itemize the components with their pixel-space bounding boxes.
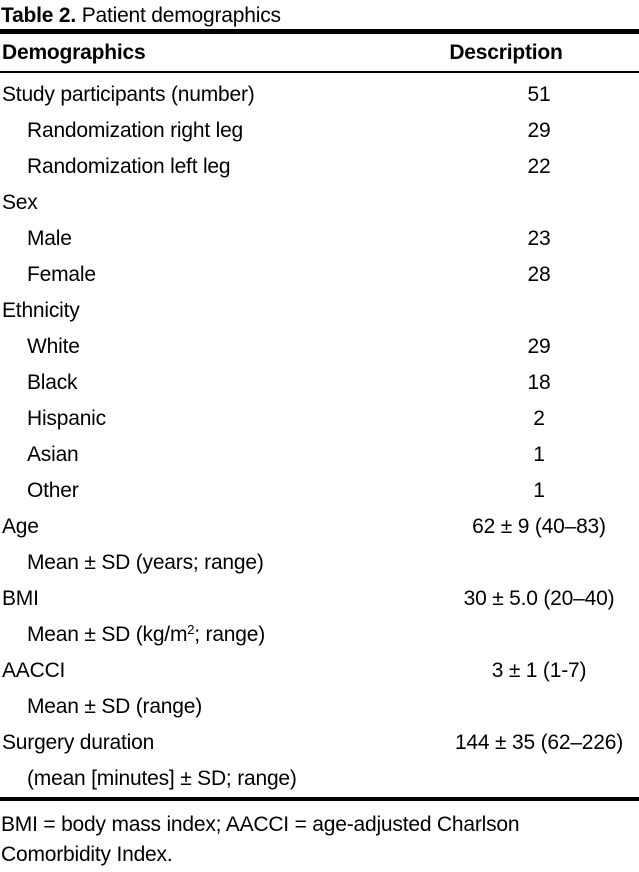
row-label-text: ; range): [194, 623, 266, 646]
table-row: Ethnicity: [0, 293, 639, 329]
table-row: Surgery duration 144 ± 35 (62–226): [0, 725, 639, 761]
row-label: Black: [27, 371, 78, 394]
table-row: Mean ± SD (kg/m2; range): [0, 617, 639, 653]
row-value: [439, 761, 639, 797]
table-row: Male 23: [0, 221, 639, 257]
column-header-demographics: Demographics: [2, 40, 146, 64]
superscript-2: 2: [187, 622, 195, 637]
table-row: (mean [minutes] ± SD; range): [0, 761, 639, 797]
table-row: Black 18: [0, 365, 639, 401]
row-label: Male: [27, 227, 72, 250]
table-row: Asian 1: [0, 437, 639, 473]
row-value: [439, 689, 639, 725]
row-value: 18: [527, 371, 551, 394]
row-label: Mean ± SD (range): [27, 695, 203, 718]
row-value: 29: [527, 335, 551, 358]
table-row: AACCI 3 ± 1 (1-7): [0, 653, 639, 689]
row-value: [439, 293, 639, 329]
row-label: Mean ± SD (years; range): [27, 551, 264, 574]
top-rule: [0, 29, 639, 34]
bottom-rule: [0, 797, 639, 801]
row-label: Other: [27, 479, 79, 502]
table-number: Table 2.: [1, 4, 77, 27]
row-label: Mean ± SD (kg/m2; range): [0, 617, 439, 653]
row-value: 3 ± 1 (1-7): [491, 659, 587, 682]
row-value: 30 ± 5.0 (20–40): [463, 587, 615, 610]
row-label: Ethnicity: [2, 299, 80, 322]
row-value: 144 ± 35 (62–226): [454, 731, 624, 754]
table-row: Female 28: [0, 257, 639, 293]
row-label: AACCI: [2, 659, 66, 682]
row-value: 1: [533, 443, 545, 466]
row-value: 2: [533, 407, 545, 430]
row-value: 23: [527, 227, 551, 250]
table-row: White 29: [0, 329, 639, 365]
row-value: [439, 545, 639, 581]
table-row: Randomization left leg 22: [0, 149, 639, 185]
row-label: Randomization right leg: [27, 119, 244, 142]
row-value: 1: [533, 479, 545, 502]
table-body: Study participants (number) 51 Randomiza…: [0, 73, 639, 797]
table-row: Mean ± SD (years; range): [0, 545, 639, 581]
table-row: Hispanic 2: [0, 401, 639, 437]
row-label: BMI: [2, 587, 39, 610]
row-label: Age: [2, 515, 39, 538]
header-rule: [0, 71, 639, 73]
column-header-description: Description: [449, 40, 563, 64]
table-row: Study participants (number) 51: [0, 77, 639, 113]
row-value: 29: [527, 119, 551, 142]
row-value: 22: [527, 155, 551, 178]
row-value: 51: [527, 83, 551, 106]
row-value: 62 ± 9 (40–83): [472, 515, 606, 538]
row-value: [439, 185, 639, 221]
row-label: Asian: [27, 443, 79, 466]
table-row: BMI 30 ± 5.0 (20–40): [0, 581, 639, 617]
table-row: Sex: [0, 185, 639, 221]
table-row: Mean ± SD (range): [0, 689, 639, 725]
table-caption: Patient demographics: [81, 4, 281, 27]
row-label: Randomization left leg: [27, 155, 231, 178]
table-title: Table 2. Patient demographics: [0, 0, 639, 29]
row-value: 28: [527, 263, 551, 286]
row-label: Female: [27, 263, 96, 286]
row-label: Surgery duration: [2, 731, 155, 754]
table-footnote: BMI = body mass index; AACCI = age-adjus…: [1, 813, 520, 866]
table-row: Randomization right leg 29: [0, 113, 639, 149]
table-row: Other 1: [0, 473, 639, 509]
table-row: Age 62 ± 9 (40–83): [0, 509, 639, 545]
row-label: White: [27, 335, 80, 358]
table-header-row: Demographics Description: [0, 34, 639, 71]
row-label-text: Mean ± SD (kg/m: [27, 623, 188, 646]
row-value: [439, 617, 639, 653]
row-label: Study participants (number): [2, 83, 255, 106]
row-label: (mean [minutes] ± SD; range): [27, 767, 297, 790]
row-label: Hispanic: [27, 407, 106, 430]
row-label: Sex: [2, 191, 38, 214]
